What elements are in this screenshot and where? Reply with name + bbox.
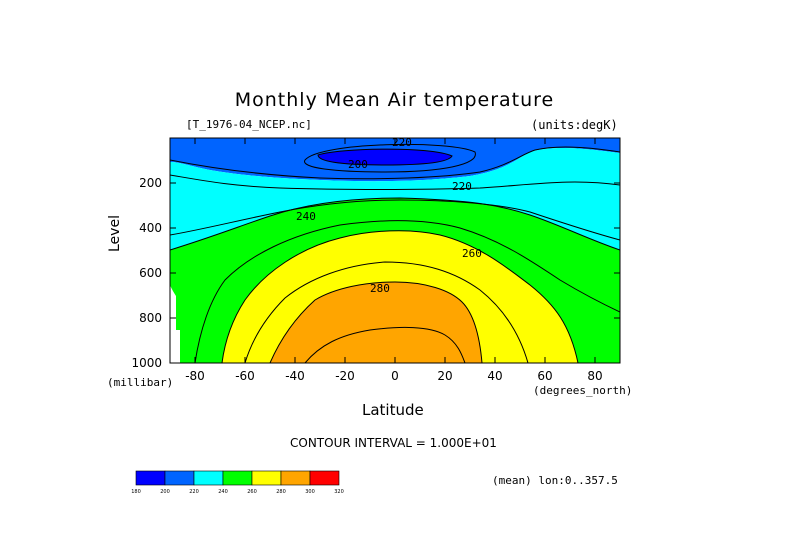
chart-title: Monthly Mean Air temperature <box>234 89 555 111</box>
contour-line-210 <box>170 146 620 180</box>
colorbar-swatch <box>135 470 166 486</box>
colorbar-swatch <box>164 470 195 486</box>
x-tick-label: -20 <box>335 369 355 383</box>
mean-info-label: (mean) lon:0..357.5 <box>492 474 618 487</box>
contour-label: 220 <box>452 180 472 193</box>
contour-label: 260 <box>462 247 482 260</box>
x-tick-label: 60 <box>537 369 552 383</box>
colorbar-label: 240 <box>218 489 228 495</box>
colorbar-label: 200 <box>160 489 170 495</box>
colorbar-swatch <box>309 470 340 486</box>
file-label: [T_1976-04_NCEP.nc] <box>186 118 312 131</box>
x-tick-label: 40 <box>487 369 502 383</box>
colorbar-label: 220 <box>189 489 199 495</box>
contour-line-250 <box>194 220 620 363</box>
contour-lines <box>170 143 620 363</box>
contour-line-270 <box>244 261 529 363</box>
colorbar-swatch <box>251 470 282 486</box>
contour-label: 240 <box>296 210 316 223</box>
contour-label: 220 <box>392 136 412 149</box>
axis-ticks: -80 -60 -40 -20 0 20 40 60 80 200 400 600 800 1000 <box>131 138 620 383</box>
x-tick-label: -40 <box>285 369 305 383</box>
x-tick-label: 80 <box>587 369 602 383</box>
colorbar: 180 200 220 240 260 280 300 320 <box>131 470 344 495</box>
y-tick-label: 800 <box>139 311 162 325</box>
y-axis-units: (millibar) <box>107 376 174 389</box>
contour-band-280-300 <box>270 282 482 363</box>
contour-line-190 <box>317 148 453 166</box>
contour-line-200 <box>304 143 476 173</box>
y-tick-label: 1000 <box>131 356 162 370</box>
colorbar-swatch <box>280 470 311 486</box>
x-axis-units: (degrees_north) <box>533 384 633 397</box>
colorbar-label: 180 <box>131 489 141 495</box>
colorbar-swatch <box>193 470 224 486</box>
x-tick-label: 0 <box>391 369 399 383</box>
y-tick-label: 200 <box>139 176 162 190</box>
y-tick-label: 600 <box>139 266 162 280</box>
colorbar-swatch <box>222 470 253 486</box>
x-tick-label: -80 <box>185 369 205 383</box>
contour-label: 280 <box>370 282 390 295</box>
x-tick-label: -60 <box>235 369 255 383</box>
contour-label: 200 <box>348 158 368 171</box>
contour-line-230 <box>170 199 620 241</box>
contour-line-290 <box>304 326 466 363</box>
contour-band-180-200 <box>318 149 452 165</box>
contour-line-280 <box>269 281 483 363</box>
contour-labels: 220 200 220 240 260 280 <box>296 136 482 295</box>
colorbar-label: 260 <box>247 489 257 495</box>
contour-line-220 <box>170 174 620 190</box>
colorbar-label: 300 <box>305 489 315 495</box>
contour-line-260 <box>221 230 579 363</box>
colorbar-label: 280 <box>276 489 286 495</box>
x-axis-label: Latitude <box>362 401 424 419</box>
contour-line-240 <box>170 197 620 251</box>
y-tick-label: 400 <box>139 221 162 235</box>
x-tick-label: 20 <box>437 369 452 383</box>
contour-fill-area <box>170 138 620 363</box>
contour-band-220-240 <box>170 148 620 250</box>
colorbar-label: 320 <box>334 489 344 495</box>
contour-interval-label: CONTOUR INTERVAL = 1.000E+01 <box>290 436 497 450</box>
units-label: (units:degK) <box>531 118 618 132</box>
